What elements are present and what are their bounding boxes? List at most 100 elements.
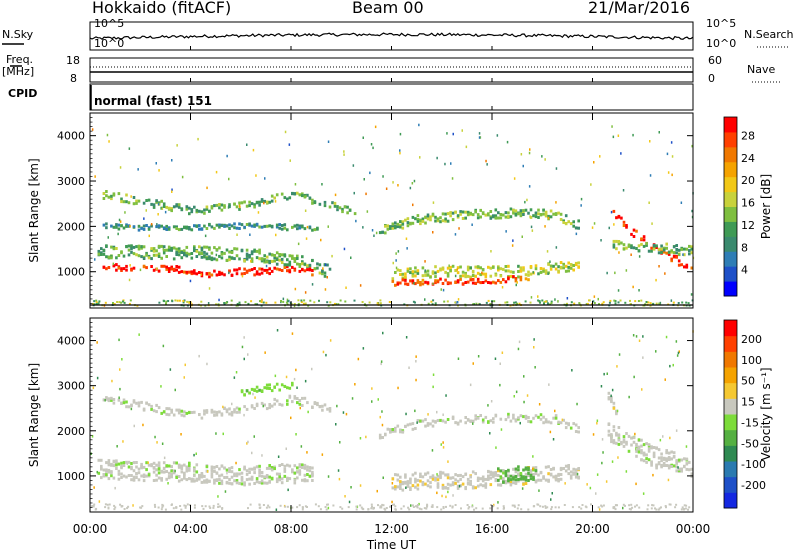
- velocity-colorbar-tick: 100: [741, 354, 762, 367]
- velocity-colorbar-swatch: [724, 414, 737, 431]
- power-colorbar-swatch: [724, 281, 737, 297]
- power-band-4: [378, 207, 580, 235]
- power-cells: [91, 123, 695, 308]
- velocity-colorbar-swatch: [724, 382, 737, 399]
- power-colorbar-swatch: [724, 266, 737, 282]
- power-colorbar-tick: 16: [741, 197, 755, 210]
- velocity-colorbar-swatch: [724, 492, 737, 509]
- power-band-6: [391, 275, 530, 287]
- velocity-colorbar-tick: -15: [741, 416, 759, 429]
- power-colorbar-swatch: [724, 176, 737, 193]
- power-colorbar-tick: 8: [741, 241, 748, 254]
- velocity-ytick-label: 1000: [57, 470, 85, 483]
- radar-title: Hokkaido (fitACF): [92, 0, 232, 17]
- xtick-label: 04:00: [173, 522, 208, 536]
- power-ytick-label: 1000: [57, 266, 85, 279]
- nsearch-label: N.Search: [744, 28, 794, 41]
- power-ytick-label: 3000: [57, 175, 85, 188]
- power-colorbar-label: Power [dB]: [759, 174, 773, 239]
- power-panel: 1000 2000 3000 4000 Slant Range [km]: [27, 112, 695, 309]
- velocity-colorbar-swatch: [724, 367, 737, 384]
- velocity-y-axis: 1000 2000 3000 4000 Slant Range [km]: [27, 317, 694, 513]
- freq-label: Freq.: [6, 53, 34, 66]
- xtick-label: 00:00: [676, 522, 711, 536]
- cpid-value: normal (fast) 151: [94, 94, 212, 108]
- nsky-scale-bottom-right: 10^0: [706, 37, 737, 50]
- power-colorbar-swatch: [724, 236, 737, 252]
- velocity-band-5: [497, 465, 538, 484]
- velocity-ytick-label: 3000: [57, 380, 85, 393]
- power-colorbar-tick: 4: [741, 264, 748, 277]
- velocity-colorbar-swatch: [724, 476, 737, 493]
- power-y-axis: 1000 2000 3000 4000 Slant Range [km]: [27, 112, 694, 309]
- nsky-strip: [2, 21, 790, 51]
- power-colorbar-tick: 24: [741, 152, 755, 165]
- power-colorbar-swatch: [724, 146, 737, 163]
- power-colorbar-tick: 12: [741, 219, 755, 232]
- power-colorbar-swatch: [724, 221, 737, 237]
- velocity-colorbar-tick: -100: [741, 458, 766, 471]
- xtick-label: 08:00: [274, 522, 309, 536]
- velocity-cells: [90, 329, 694, 511]
- power-band-5: [391, 261, 580, 281]
- power-colorbar-swatch: [724, 161, 737, 178]
- time-axis: 00:00 04:00 08:00 12:00 16:00 20:00 00:00 Time …: [73, 522, 711, 552]
- nsky-scale-top-right: 10^5: [706, 17, 737, 30]
- power-colorbar-swatch: [724, 191, 737, 207]
- nave-label: Nave: [747, 63, 776, 76]
- velocity-colorbar-swatch: [724, 398, 737, 415]
- power-band-2: [102, 190, 357, 216]
- power-colorbar: 28 24 20 16 12 8 4 Power [dB]: [723, 116, 773, 297]
- velocity-ytick-label: 2000: [57, 425, 85, 438]
- freq-tick-top: 18: [66, 54, 80, 67]
- date-label: 21/Mar/2016: [588, 0, 691, 17]
- power-colorbar-swatch: [724, 131, 737, 148]
- power-band-0: [102, 263, 314, 279]
- velocity-band-7: [607, 391, 618, 416]
- velocity-panel: 1000 2000 3000 4000 Slant Range [km]: [27, 317, 694, 513]
- nave-tick-bottom: 0: [708, 72, 715, 85]
- beam-label: Beam 00: [352, 0, 424, 17]
- power-band-7: [612, 209, 694, 270]
- power-band-1: [97, 244, 332, 278]
- freq-unit: [MHz]: [2, 65, 35, 78]
- velocity-band-0: [97, 458, 314, 487]
- velocity-ytick-label: 4000: [57, 335, 85, 348]
- xtick-label: 16:00: [475, 522, 510, 536]
- cpid-label: CPID: [8, 87, 38, 100]
- xtick-label: 00:00: [73, 522, 108, 536]
- velocity-colorbar-swatch: [724, 335, 737, 352]
- velocity-band-6: [607, 422, 694, 478]
- velocity-band-4: [391, 464, 580, 492]
- power-band-3: [102, 222, 319, 232]
- velocity-band-1: [102, 394, 332, 420]
- velocity-band-3: [378, 412, 580, 440]
- power-colorbar-swatch: [724, 251, 737, 267]
- nsky-scale-top-left: 10^5: [94, 17, 125, 30]
- velocity-colorbar-tick: 15: [741, 396, 755, 409]
- velocity-colorbar-tick: 200: [741, 333, 762, 346]
- power-colorbar-tick: 28: [741, 129, 755, 142]
- velocity-colorbar-tick: -200: [741, 479, 766, 492]
- power-colorbar-swatch: [724, 206, 737, 222]
- velocity-colorbar: 200 100 50 15 -15 -50 -100 -200 Velocity [m s⁻¹]: [723, 319, 773, 509]
- xlabel: Time UT: [366, 538, 417, 552]
- freq-strip: [10, 57, 782, 83]
- velocity-colorbar-tick: 50: [741, 375, 755, 388]
- xtick-label: 12:00: [374, 522, 409, 536]
- power-ylabel: Slant Range [km]: [27, 158, 41, 262]
- velocity-sparse-scatter: [90, 329, 694, 511]
- velocity-ylabel: Slant Range [km]: [27, 363, 41, 467]
- power-colorbar-tick: 20: [741, 174, 755, 187]
- velocity-colorbar-swatch: [724, 445, 737, 462]
- nsky-label: N.Sky: [2, 28, 34, 41]
- freq-tick-bottom: 8: [70, 72, 77, 85]
- velocity-colorbar-swatch: [724, 351, 737, 368]
- power-ytick-label: 2000: [57, 220, 85, 233]
- nsky-scale-bottom-left: 10^0: [94, 37, 125, 50]
- velocity-colorbar-tick: -50: [741, 437, 759, 450]
- velocity-colorbar-swatch: [724, 320, 737, 337]
- xtick-label: 20:00: [575, 522, 610, 536]
- velocity-colorbar-label: Velocity [m s⁻¹]: [759, 367, 773, 460]
